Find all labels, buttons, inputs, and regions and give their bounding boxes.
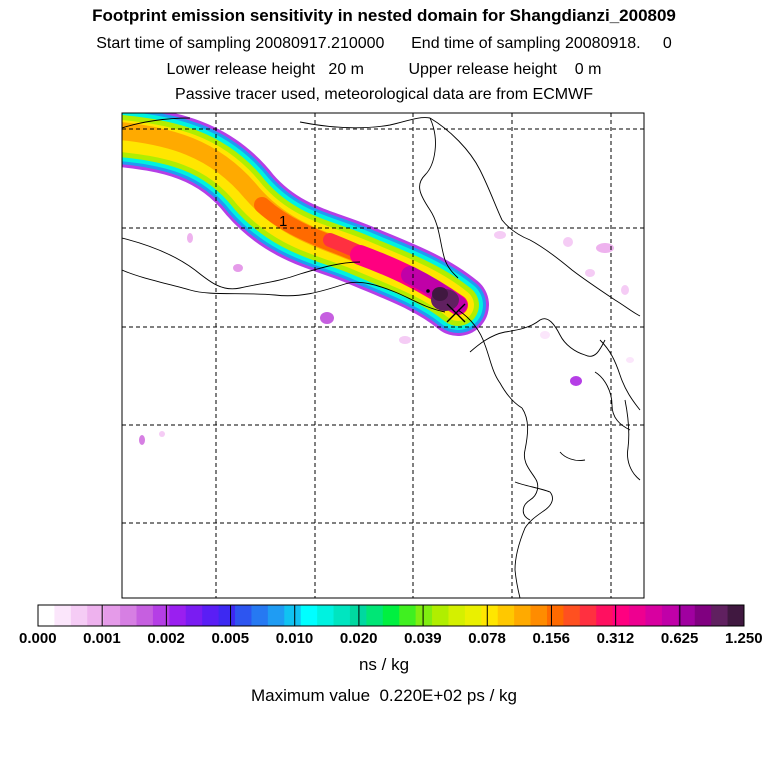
colorbar-cell: [54, 605, 72, 626]
colorbar-cell: [563, 605, 581, 626]
coastline: [122, 117, 641, 598]
station-dot: [426, 289, 430, 293]
map-frame: [121, 112, 645, 599]
colorbar-cell: [514, 605, 532, 626]
colorbar-cell: [251, 605, 269, 626]
colorbar-cell: [300, 605, 318, 626]
colorbar-tick-label: 0.005: [211, 630, 250, 647]
colorbar-cell: [87, 605, 105, 626]
colorbar-cell: [235, 605, 252, 626]
units-label: ns / kg: [358, 655, 410, 674]
plume-layer: [122, 113, 644, 598]
colorbar-cell: [464, 605, 482, 626]
plot-title: Footprint emission sensitivity in nested…: [92, 6, 676, 25]
colorbar-cell: [546, 605, 564, 626]
colorbar-cell: [136, 605, 154, 626]
colorbar-frame: [37, 604, 745, 627]
colorbar-tick-label: 0.002: [147, 630, 185, 647]
colorbar-cell: [38, 605, 55, 626]
release-height-line: Lower release height 20 m Upper release …: [0, 61, 768, 79]
colorbar-cell: [448, 605, 466, 626]
colorbar-cell: [497, 605, 515, 626]
colorbar-cell: [678, 605, 696, 626]
colorbar-cell: [530, 605, 548, 626]
colorbar: [37, 604, 745, 627]
upper-release-label: Upper release height 0 m: [408, 61, 602, 78]
colorbar-cell: [103, 605, 121, 626]
colorbar-cell: [694, 605, 712, 626]
colorbar-cell: [202, 605, 220, 626]
colorbar-cell: [284, 605, 302, 626]
colorbar-cell: [70, 605, 88, 626]
colorbar-tick-label: 0.625: [660, 630, 699, 647]
colorbar-cell: [661, 605, 679, 626]
sampling-time-line: Start time of sampling 20080917.210000 E…: [0, 35, 768, 53]
colorbar-cell: [317, 605, 335, 626]
colorbar-cell: [218, 605, 236, 626]
max-value-label: Maximum value 0.220E+02 ps / kg: [251, 686, 517, 705]
colorbar-tick-label: 0.001: [83, 630, 121, 647]
colorbar-tick-label: 0.039: [404, 630, 442, 647]
end-time-label: End time of sampling 20080918. 0: [411, 35, 672, 52]
colorbar-cell: [481, 605, 499, 626]
colorbar-cell: [333, 605, 351, 626]
colorbar-tick-label: 0.010: [275, 630, 314, 647]
colorbar-cell: [596, 605, 614, 626]
colorbar-cell: [267, 605, 285, 626]
colorbar-cell: [579, 605, 597, 626]
colorbar-cell: [415, 605, 433, 626]
colorbar-cell: [645, 605, 663, 626]
colorbar-tick-label: 0.156: [532, 630, 570, 647]
colorbar-cell: [727, 605, 745, 626]
graticule: [122, 113, 644, 598]
colorbar-cell: [366, 605, 384, 626]
colorbar-cell: [169, 605, 187, 626]
trajectory-label: 1: [279, 213, 287, 230]
colorbar-tick-label: 1.250: [725, 630, 763, 647]
release-site-marker: [446, 303, 466, 323]
colorbar-tick-label: 0.020: [339, 630, 378, 647]
colorbar-tick-label: 0.078: [468, 630, 506, 647]
colorbar-cell: [612, 605, 630, 626]
colorbar-cell: [152, 605, 170, 626]
colorbar-cell: [711, 605, 729, 626]
start-time-label: Start time of sampling 20080917.210000: [96, 35, 385, 52]
colorbar-tick-label: 0.000: [19, 630, 57, 647]
colorbar-cell: [629, 605, 646, 626]
colorbar-tick-label: 0.312: [596, 630, 635, 647]
colorbar-cell: [120, 605, 138, 626]
colorbar-cell: [382, 605, 400, 626]
lower-release-label: Lower release height 20 m: [166, 61, 364, 78]
colorbar-cell: [185, 605, 203, 626]
tracer-info: Passive tracer used, meteorological data…: [175, 86, 593, 103]
colorbar-cell: [432, 605, 449, 626]
colorbar-cell: [399, 605, 417, 626]
